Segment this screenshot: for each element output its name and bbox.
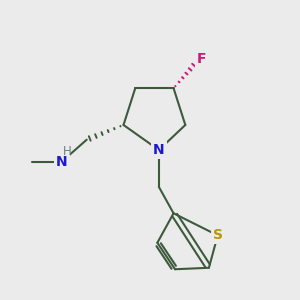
Text: F: F xyxy=(197,52,206,66)
Text: H: H xyxy=(63,145,71,158)
Text: N: N xyxy=(56,155,68,169)
Text: S: S xyxy=(213,228,223,242)
Text: N: N xyxy=(153,143,165,157)
